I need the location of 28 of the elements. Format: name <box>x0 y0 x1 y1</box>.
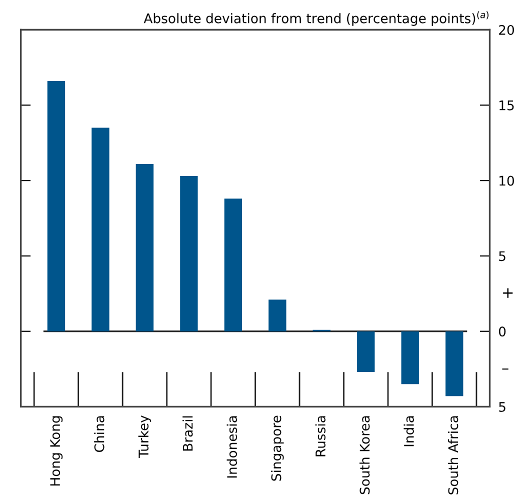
text: – <box>502 368 508 370</box>
y-axis-title: Absolute deviation from trend (percentage points)$^{(a)}$ <box>144 11 488 26</box>
y-tick-label: 20 <box>499 24 514 35</box>
bar <box>401 331 419 384</box>
bar <box>136 164 154 332</box>
bar <box>180 176 198 332</box>
bar <box>446 331 464 396</box>
x-tick-label: South Africa <box>448 416 458 494</box>
y-tick-label: 15 <box>500 100 514 110</box>
x-tick-label: Brazil <box>182 416 193 451</box>
y-tick-label: 5 <box>499 402 506 412</box>
bar <box>92 128 110 332</box>
text: + <box>503 288 513 298</box>
bar <box>357 331 375 372</box>
y-tick-label: 5 <box>499 251 506 262</box>
bar <box>47 81 66 332</box>
x-tick-label: South Korea <box>359 416 370 494</box>
x-tick-label: Indonesia <box>226 416 237 478</box>
x-tick-label: Russia <box>315 416 326 456</box>
y-tick-label: 0 <box>498 326 506 337</box>
y-tick-label: 10 <box>500 176 514 186</box>
x-tick-label: India <box>404 416 414 446</box>
x-tick-label: China <box>94 416 104 452</box>
bar <box>224 198 242 332</box>
x-tick-label: Hong Kong <box>50 416 63 486</box>
x-tick-label: Singapore <box>271 416 284 481</box>
x-tick-label: Turkey <box>138 415 152 458</box>
bar <box>268 300 286 332</box>
